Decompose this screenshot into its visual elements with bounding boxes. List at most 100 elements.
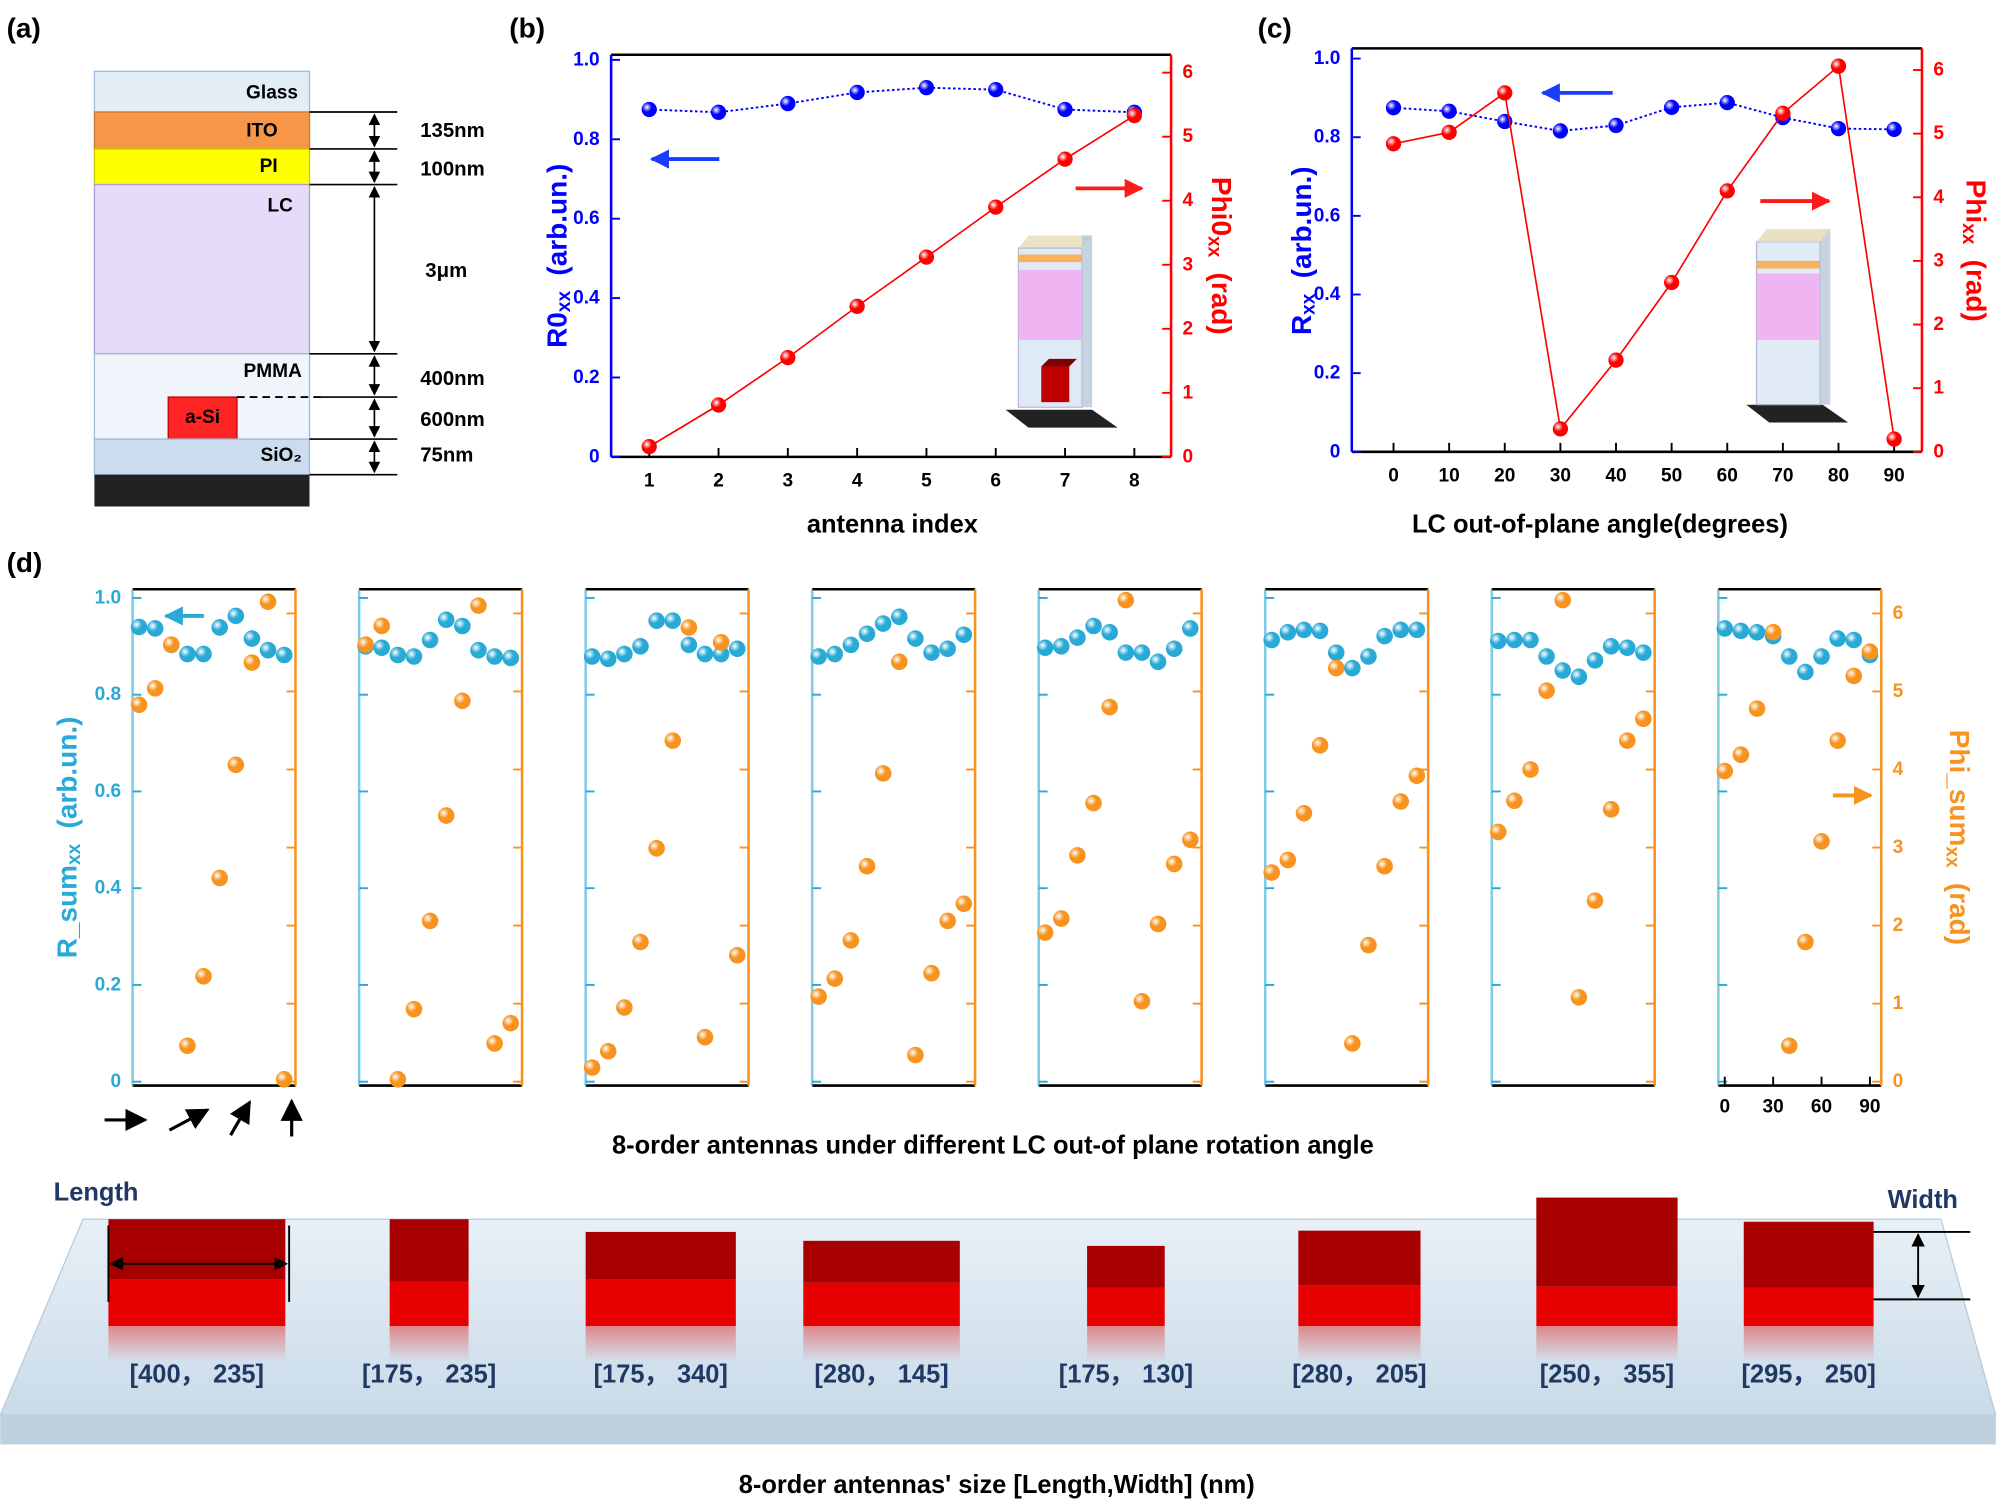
antenna-reflection (1743, 1326, 1874, 1362)
data-point (939, 640, 956, 658)
data-point (1385, 136, 1402, 152)
x-tick-label: 7 (1060, 471, 1071, 492)
y-tick-label: 0.6 (573, 208, 600, 229)
x-tick-label: 30 (1763, 1097, 1784, 1118)
data-point (780, 349, 796, 366)
data-point (1719, 94, 1735, 111)
data-point (1538, 648, 1555, 665)
glass-slab (0, 1218, 1996, 1416)
data-point (1117, 644, 1135, 661)
data-point (641, 438, 657, 455)
data-point (849, 298, 865, 315)
data-point (1126, 107, 1142, 124)
axis-label: Phixx (rad) (1959, 180, 1993, 322)
y2-tick-label: 6 (1893, 603, 1904, 624)
inset-cell-c (1746, 229, 1849, 423)
x-axis-label: antenna index (807, 510, 978, 538)
antenna-front (585, 1279, 736, 1327)
axis-label-sub: xx (1959, 223, 1980, 245)
width-label: Width (1888, 1186, 1958, 1214)
data-point (1497, 85, 1513, 101)
lc-layer (93, 183, 311, 355)
y2-tick-label: 2 (1933, 314, 1944, 335)
data-point (616, 645, 633, 663)
length-label: Length (54, 1178, 139, 1206)
data-point (664, 732, 682, 749)
y2-tick-label: 0 (1183, 446, 1194, 467)
data-point (502, 1014, 520, 1032)
data-point (780, 95, 796, 112)
axis-label-sub: xx (1298, 293, 1319, 315)
data-point (712, 634, 730, 651)
data-point (1602, 638, 1620, 655)
data-point (1053, 638, 1070, 655)
panel-caption: 8-order antennas under different LC out-… (612, 1131, 1374, 1159)
data-point (1716, 762, 1734, 780)
data-point (1775, 105, 1791, 121)
y2-tick-label: 6 (1933, 59, 1944, 80)
data-point (988, 199, 1004, 215)
data-point (842, 932, 860, 949)
layer-stack: Glass ITO PI LC PMMA a-Si SiO₂ 135nm 100… (93, 70, 485, 507)
data-point (1117, 591, 1135, 609)
data-point (1586, 652, 1604, 669)
y2-tick-label: 4 (1183, 190, 1194, 211)
data-point (1101, 698, 1118, 716)
antennas: [400， 235] [175， 235] [175， 340] [280， 145]… (108, 1197, 1876, 1388)
size-dimensions (107, 1225, 1971, 1302)
data-point (1618, 639, 1636, 657)
y-tick-label: 1.0 (1314, 48, 1341, 69)
data-point (826, 645, 844, 663)
data-point (1506, 792, 1523, 809)
axis-label-unit: (rad) (1961, 260, 1992, 322)
data-point (1279, 624, 1297, 641)
data-point (664, 612, 682, 629)
data-point (891, 608, 908, 626)
y2-tick-label: 0 (1893, 1071, 1904, 1092)
data-point (728, 640, 746, 658)
data-point (1441, 103, 1457, 119)
data-point (1797, 663, 1814, 681)
axis-label-main: Phi (1961, 180, 1992, 224)
data-point (502, 649, 520, 667)
y-tick-label: 0.4 (573, 288, 600, 309)
data-point (1295, 621, 1313, 639)
data-point (1732, 746, 1750, 763)
y2-tick-label: 2 (1893, 915, 1904, 936)
data-point (1085, 794, 1102, 812)
panel-label: (d) (7, 547, 43, 578)
data-point (1522, 761, 1539, 778)
data-point (1392, 621, 1410, 639)
x-tick-label: 8 (1129, 471, 1140, 492)
data-point (1635, 710, 1652, 728)
antenna-reflection (585, 1326, 736, 1362)
data-point (1069, 847, 1086, 864)
polarization-arrows (104, 1098, 303, 1137)
axis-label-unit: (rad) (1945, 883, 1976, 945)
data-point (680, 619, 698, 636)
x-tick-label: 60 (1717, 465, 1738, 486)
glass-layer (93, 70, 311, 113)
data-point (243, 654, 261, 671)
antenna-size: [400， 235] (130, 1360, 264, 1388)
antenna-top (803, 1240, 960, 1283)
data-point (1845, 667, 1863, 685)
data-point (1149, 915, 1167, 933)
data-point (826, 970, 844, 987)
axis-label-unit: (rad) (1206, 273, 1237, 335)
data-point (227, 607, 245, 625)
antenna-top (1536, 1197, 1678, 1287)
direction-arrows (163, 83, 1873, 805)
data-point (955, 895, 973, 913)
x-tick-label: 30 (1550, 465, 1571, 486)
x-tick-label: 5 (921, 471, 932, 492)
antenna-size: [175， 340] (594, 1360, 728, 1388)
substrate (94, 474, 310, 507)
data-point (1608, 117, 1624, 134)
data-point (1165, 855, 1183, 873)
data-point (470, 641, 487, 659)
layer-label: ITO (246, 121, 278, 142)
series-line (1393, 64, 1895, 440)
data-point (389, 1071, 407, 1088)
